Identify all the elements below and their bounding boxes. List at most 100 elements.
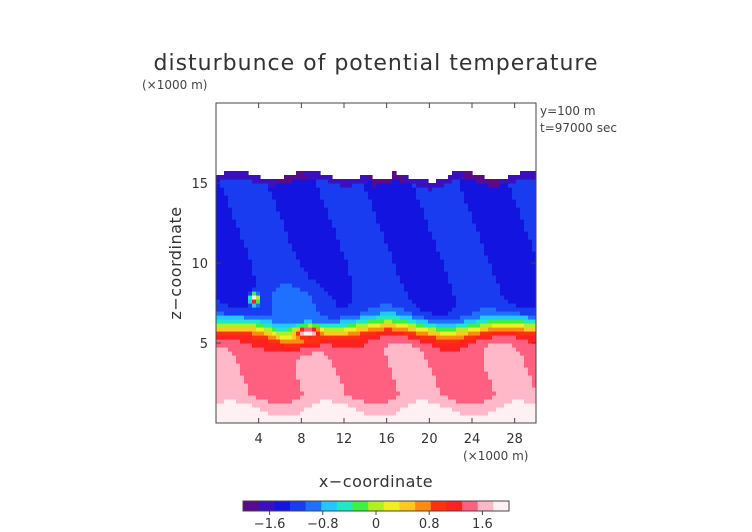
field-cell xyxy=(476,415,481,420)
field-cell xyxy=(524,371,529,376)
field-cell xyxy=(220,259,225,264)
field-cell xyxy=(248,375,253,380)
field-cell xyxy=(264,351,269,356)
field-cell xyxy=(332,187,337,192)
field-cell xyxy=(348,347,353,352)
field-cell xyxy=(240,319,245,324)
field-cell xyxy=(468,339,473,344)
field-cell xyxy=(384,411,389,416)
field-cell xyxy=(272,203,277,208)
field-cell xyxy=(288,243,293,248)
field-cell xyxy=(236,287,241,292)
field-cell xyxy=(220,235,225,240)
field-cell xyxy=(320,179,325,184)
field-cell xyxy=(468,251,473,256)
field-cell xyxy=(352,243,357,248)
field-cell xyxy=(312,323,317,328)
field-cell xyxy=(380,203,385,208)
field-cell xyxy=(292,275,297,280)
field-cell xyxy=(508,335,513,340)
field-cell xyxy=(428,355,433,360)
field-cell xyxy=(316,283,321,288)
field-cell xyxy=(240,179,245,184)
field-cell xyxy=(368,255,373,260)
field-cell xyxy=(360,267,365,272)
field-cell xyxy=(288,219,293,224)
field-cell xyxy=(368,283,373,288)
field-cell xyxy=(396,311,401,316)
field-cell xyxy=(520,195,525,200)
field-cell xyxy=(428,367,433,372)
x-tick-label-24: 24 xyxy=(464,432,481,447)
field-cell xyxy=(508,259,513,264)
field-cell xyxy=(460,291,465,296)
field-cell xyxy=(328,419,333,423)
field-cell xyxy=(448,383,453,388)
field-cell xyxy=(452,199,457,204)
field-cell xyxy=(276,391,281,396)
field-cell xyxy=(480,347,485,352)
field-cell xyxy=(252,203,257,208)
field-cell xyxy=(284,407,289,412)
field-cell xyxy=(456,315,461,320)
field-cell xyxy=(348,299,353,304)
field-cell xyxy=(464,383,469,388)
field-cell xyxy=(304,411,309,416)
field-cell xyxy=(268,283,273,288)
field-cell xyxy=(280,295,285,300)
field-cell xyxy=(476,311,481,316)
field-cell xyxy=(332,227,337,232)
field-cell xyxy=(480,231,485,236)
field-cell xyxy=(388,263,393,268)
field-cell xyxy=(332,275,337,280)
field-cell xyxy=(372,207,377,212)
field-cell xyxy=(344,291,349,296)
field-cell xyxy=(304,263,309,268)
field-cell xyxy=(292,267,297,272)
field-cell xyxy=(228,255,233,260)
field-cell xyxy=(412,279,417,284)
field-cell xyxy=(404,407,409,412)
field-cell xyxy=(524,311,529,316)
field-cell xyxy=(312,291,317,296)
field-cell xyxy=(288,307,293,312)
field-cell xyxy=(328,299,333,304)
field-cell xyxy=(296,359,301,364)
field-cell xyxy=(232,263,237,268)
field-cell xyxy=(368,355,373,360)
field-cell xyxy=(280,263,285,268)
field-cell xyxy=(476,239,481,244)
field-cell xyxy=(404,259,409,264)
field-cell xyxy=(292,363,297,368)
field-cell xyxy=(336,223,341,228)
field-cell xyxy=(300,307,305,312)
field-cell xyxy=(352,387,357,392)
field-cell xyxy=(320,323,325,328)
field-cell xyxy=(348,315,353,320)
field-cell xyxy=(312,243,317,248)
field-cell xyxy=(384,403,389,408)
field-cell xyxy=(468,375,473,380)
field-cell xyxy=(376,375,381,380)
field-cell xyxy=(396,299,401,304)
field-cell xyxy=(352,247,357,252)
field-cell xyxy=(268,187,273,192)
field-cell xyxy=(344,287,349,292)
field-cell xyxy=(332,359,337,364)
field-cell xyxy=(460,259,465,264)
field-cell xyxy=(340,291,345,296)
field-cell xyxy=(436,275,441,280)
field-cell xyxy=(440,295,445,300)
field-cell xyxy=(240,263,245,268)
field-cell xyxy=(264,187,269,192)
field-cell xyxy=(508,215,513,220)
field-cell xyxy=(408,215,413,220)
field-cell xyxy=(304,279,309,284)
field-cell xyxy=(444,267,449,272)
field-cell xyxy=(524,383,529,388)
field-cell xyxy=(388,403,393,408)
field-cell xyxy=(244,375,249,380)
field-cell xyxy=(352,367,357,372)
field-cell xyxy=(416,235,421,240)
field-cell xyxy=(400,275,405,280)
